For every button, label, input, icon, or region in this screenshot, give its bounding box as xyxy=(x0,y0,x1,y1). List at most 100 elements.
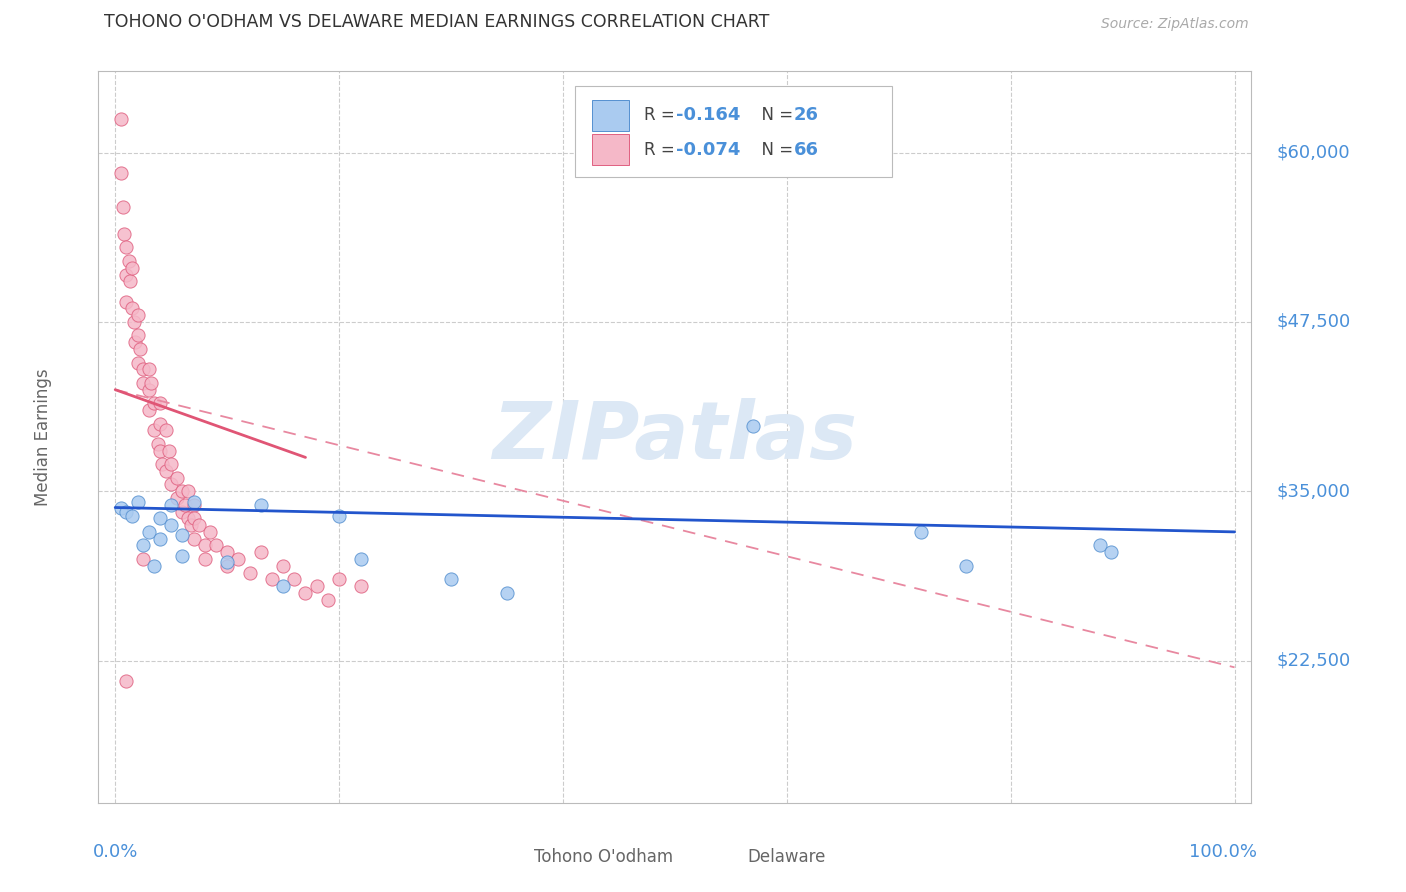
Point xyxy=(127,328,149,343)
Point xyxy=(143,396,166,410)
Point xyxy=(143,423,166,437)
Point xyxy=(260,572,283,586)
Point xyxy=(217,555,239,569)
Point xyxy=(118,274,141,288)
Point xyxy=(122,315,145,329)
Point xyxy=(172,527,194,541)
Point xyxy=(121,260,143,275)
Point xyxy=(160,457,183,471)
Point xyxy=(132,538,155,552)
FancyBboxPatch shape xyxy=(710,845,738,869)
Point xyxy=(910,524,932,539)
Point xyxy=(160,498,183,512)
Point xyxy=(177,511,200,525)
Point xyxy=(117,254,139,268)
Text: -0.164: -0.164 xyxy=(676,106,741,124)
Point xyxy=(328,508,350,523)
Text: ZIPatlas: ZIPatlas xyxy=(492,398,858,476)
Point xyxy=(138,524,160,539)
Point xyxy=(149,532,172,546)
Text: Median Earnings: Median Earnings xyxy=(34,368,52,506)
Point xyxy=(115,268,138,282)
Point xyxy=(305,579,328,593)
Point xyxy=(1090,538,1112,552)
Point xyxy=(440,572,463,586)
Point xyxy=(155,464,177,478)
Point xyxy=(172,484,194,499)
Text: TOHONO O'ODHAM VS DELAWARE MEDIAN EARNINGS CORRELATION CHART: TOHONO O'ODHAM VS DELAWARE MEDIAN EARNIN… xyxy=(104,13,769,31)
Point xyxy=(205,538,228,552)
Point xyxy=(115,240,138,254)
Point xyxy=(183,495,205,509)
Point xyxy=(166,471,188,485)
FancyBboxPatch shape xyxy=(592,100,628,130)
Text: $22,500: $22,500 xyxy=(1277,651,1351,670)
Point xyxy=(188,518,211,533)
Point xyxy=(350,552,373,566)
Point xyxy=(271,579,294,593)
Point xyxy=(271,558,294,573)
FancyBboxPatch shape xyxy=(592,135,628,165)
Point xyxy=(350,579,373,593)
Point xyxy=(160,477,183,491)
Point xyxy=(955,558,977,573)
Point xyxy=(183,511,205,525)
Point xyxy=(138,403,160,417)
Point xyxy=(112,200,135,214)
Text: N =: N = xyxy=(751,106,799,124)
Point xyxy=(742,419,765,434)
Text: Source: ZipAtlas.com: Source: ZipAtlas.com xyxy=(1101,17,1249,31)
Point xyxy=(132,362,155,376)
Point xyxy=(150,457,173,471)
Point xyxy=(172,505,194,519)
Point xyxy=(132,552,155,566)
Point xyxy=(127,495,149,509)
Point xyxy=(110,166,132,180)
Text: N =: N = xyxy=(751,141,799,159)
Point xyxy=(149,511,172,525)
Point xyxy=(217,545,239,559)
Point xyxy=(172,549,194,564)
Point xyxy=(166,491,188,505)
Text: Tohono O'odham: Tohono O'odham xyxy=(534,848,673,866)
FancyBboxPatch shape xyxy=(496,845,524,869)
Point xyxy=(127,308,149,322)
Point xyxy=(1099,545,1122,559)
Text: 0.0%: 0.0% xyxy=(93,843,138,861)
Point xyxy=(146,437,169,451)
Point xyxy=(115,673,138,688)
Point xyxy=(143,558,166,573)
Point xyxy=(228,552,250,566)
Text: R =: R = xyxy=(644,141,679,159)
Point xyxy=(328,572,350,586)
Point xyxy=(115,505,138,519)
Text: -0.074: -0.074 xyxy=(676,141,741,159)
Point xyxy=(249,498,271,512)
Point xyxy=(200,524,222,539)
FancyBboxPatch shape xyxy=(575,86,891,178)
Point xyxy=(180,518,202,533)
Point xyxy=(149,443,172,458)
Point xyxy=(138,383,160,397)
Point xyxy=(177,484,200,499)
Point xyxy=(160,518,183,533)
Point xyxy=(183,498,205,512)
Text: 100.0%: 100.0% xyxy=(1189,843,1257,861)
Point xyxy=(194,552,217,566)
Point xyxy=(128,342,150,356)
Point xyxy=(217,558,239,573)
Text: Delaware: Delaware xyxy=(748,848,825,866)
Point xyxy=(115,294,138,309)
Point xyxy=(132,376,155,390)
Text: $60,000: $60,000 xyxy=(1277,144,1350,161)
Point xyxy=(121,301,143,316)
Point xyxy=(127,355,149,369)
Point xyxy=(157,443,180,458)
Point xyxy=(294,586,316,600)
Point xyxy=(173,498,195,512)
Text: R =: R = xyxy=(644,106,679,124)
Point xyxy=(112,227,135,241)
Point xyxy=(110,500,132,515)
Point xyxy=(110,112,132,126)
Text: 26: 26 xyxy=(793,106,818,124)
